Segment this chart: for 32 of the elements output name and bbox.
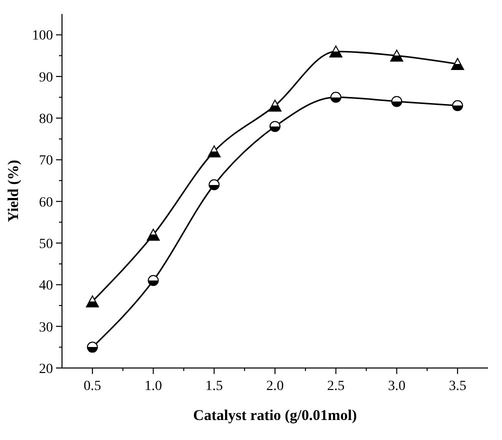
point — [390, 50, 404, 62]
y-axis-title: Yield (%) — [6, 160, 22, 222]
point — [270, 120, 280, 132]
x-tick-label: 1.5 — [205, 379, 223, 394]
point — [146, 228, 160, 241]
x-tick-label: 2.5 — [327, 379, 345, 394]
point — [148, 275, 159, 286]
y-tick-label: 20 — [39, 362, 53, 377]
point — [330, 92, 342, 103]
point — [268, 100, 282, 112]
y-tick-label: 80 — [39, 112, 53, 128]
point — [208, 179, 220, 190]
point — [391, 96, 402, 107]
y-tick-label: 90 — [39, 70, 53, 86]
point — [86, 295, 99, 308]
x-axis-title: Catalyst ratio (g/0.01mol) — [193, 408, 357, 424]
point — [452, 100, 464, 112]
x-tick-label: 3.5 — [448, 379, 466, 394]
x-tick-label: 3.0 — [388, 379, 406, 394]
y-tick-label: 60 — [39, 195, 53, 210]
y-tick-label: 50 — [39, 236, 53, 252]
y-tick-label: 100 — [32, 28, 53, 44]
point — [451, 58, 464, 70]
point — [208, 145, 221, 158]
x-tick-label: 1.0 — [144, 379, 162, 394]
y-tick-label: 30 — [39, 320, 53, 336]
x-tick-label: 2.0 — [266, 379, 284, 394]
y-tick-label: 40 — [39, 278, 53, 294]
point — [329, 45, 342, 58]
y-tick-label: 70 — [39, 154, 53, 169]
point — [86, 342, 98, 353]
x-tick-label: 0.5 — [84, 379, 102, 394]
